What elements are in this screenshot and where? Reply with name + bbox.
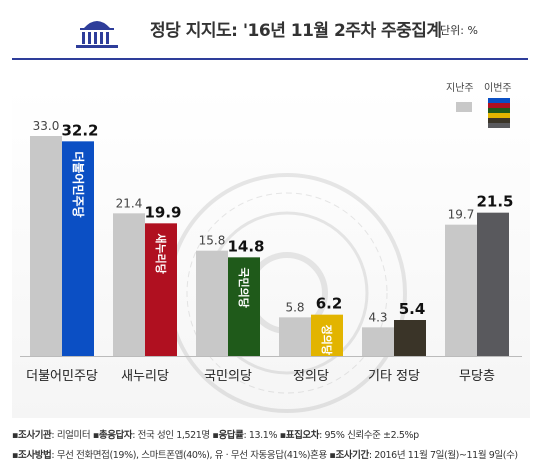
footer-key-sampling-error: ▪표집오차 bbox=[279, 430, 320, 441]
unit-label: 단위: % bbox=[440, 24, 478, 37]
bar-party-logo-0: 더불어민주당 bbox=[71, 151, 86, 217]
value-label-last-week-2: 15.8 bbox=[199, 234, 226, 248]
footer-val-agency: : 리얼미터 bbox=[51, 430, 93, 441]
bar-party-logo-2: 국민의당 bbox=[237, 267, 251, 307]
value-label-last-week-4: 4.3 bbox=[368, 310, 387, 324]
value-label-this-week-1: 19.9 bbox=[144, 203, 181, 221]
survey-footer: ▪조사기관: 리얼미터 ▪총응답자: 전국 성인 1,521명 ▪응답률: 13… bbox=[12, 426, 530, 466]
national-assembly-logo-icon bbox=[76, 21, 118, 48]
bar-this-week-2 bbox=[228, 257, 260, 356]
category-label-0: 더불어민주당 bbox=[26, 369, 98, 384]
value-label-this-week-0: 32.2 bbox=[61, 121, 98, 139]
footer-val-sampling-error: : 95% 신뢰수준 ±2.5%p bbox=[319, 430, 419, 441]
value-label-last-week-5: 19.7 bbox=[448, 208, 475, 222]
bar-last-week-4 bbox=[362, 327, 394, 356]
legend-swatches bbox=[456, 98, 510, 128]
footer-line-2: ▪조사방법: 무선 전화면접(19%), 스마트폰앱(40%), 유 · 무선 … bbox=[12, 446, 530, 466]
bar-last-week-0 bbox=[30, 136, 62, 356]
page-title: 정당 지지도: '16년 11월 2주차 주중집계 bbox=[150, 21, 442, 41]
footer-key-method: ▪조사방법 bbox=[12, 450, 52, 461]
footer-line-1: ▪조사기관: 리얼미터 ▪총응답자: 전국 성인 1,521명 ▪응답률: 13… bbox=[12, 426, 530, 446]
value-label-last-week-1: 21.4 bbox=[116, 196, 143, 210]
value-label-last-week-0: 33.0 bbox=[33, 119, 60, 133]
bar-party-logo-3: 정의당 bbox=[320, 325, 334, 355]
value-label-this-week-3: 6.2 bbox=[316, 295, 343, 313]
value-label-last-week-3: 5.8 bbox=[285, 300, 304, 314]
category-label-2: 국민의당 bbox=[204, 369, 252, 384]
bar-this-week-0 bbox=[62, 141, 94, 356]
footer-key-period: ▪조사기간 bbox=[329, 450, 369, 461]
category-label-4: 기타 정당 bbox=[368, 369, 420, 384]
value-label-this-week-5: 21.5 bbox=[476, 193, 513, 211]
bar-last-week-2 bbox=[196, 250, 228, 356]
category-label-3: 정의당 bbox=[293, 369, 329, 384]
footer-key-response-rate: ▪응답률 bbox=[212, 430, 244, 441]
header-divider bbox=[12, 58, 528, 60]
value-label-this-week-2: 14.8 bbox=[227, 237, 264, 255]
category-label-1: 새누리당 bbox=[121, 369, 169, 384]
chart-area: 더불어민주당 33.0 32.2 더불어민주당 새누리당 21.4 19.9 새누리당 국민의당… bbox=[12, 88, 530, 418]
bar-last-week-1 bbox=[113, 213, 145, 356]
header: 정당 지지도: '16년 11월 2주차 주중집계 단위: % bbox=[0, 0, 540, 62]
footer-key-respondents: ▪총응답자 bbox=[92, 430, 133, 441]
legend-this-week-label: 이번주 bbox=[484, 83, 512, 94]
footer-val-response-rate: : 13.1% bbox=[243, 430, 280, 441]
category-label-5: 무당층 bbox=[459, 369, 495, 384]
bar-last-week-3 bbox=[279, 317, 311, 356]
bar-this-week-4 bbox=[394, 320, 426, 356]
footer-val-method: : 무선 전화면접(19%), 스마트폰앱(40%), 유 · 무선 자동응답(… bbox=[51, 450, 330, 461]
bar-party-logo-1: 새누리당 bbox=[154, 233, 168, 273]
footer-val-period: : 2016년 11월 7일(월)~11월 9일(수) bbox=[368, 450, 518, 461]
legend-last-week-label: 지난주 bbox=[446, 83, 474, 94]
value-label-this-week-4: 5.4 bbox=[399, 300, 426, 318]
footer-val-respondents: : 전국 성인 1,521명 bbox=[132, 430, 213, 441]
bar-this-week-3 bbox=[311, 314, 343, 356]
footer-key-agency: ▪조사기관 bbox=[12, 430, 52, 441]
legend-last-week-swatch bbox=[456, 102, 472, 112]
bar-this-week-5 bbox=[477, 212, 509, 356]
bar-this-week-1 bbox=[145, 223, 177, 356]
bar-last-week-5 bbox=[445, 224, 477, 356]
legend-this-week-swatch bbox=[488, 98, 510, 128]
